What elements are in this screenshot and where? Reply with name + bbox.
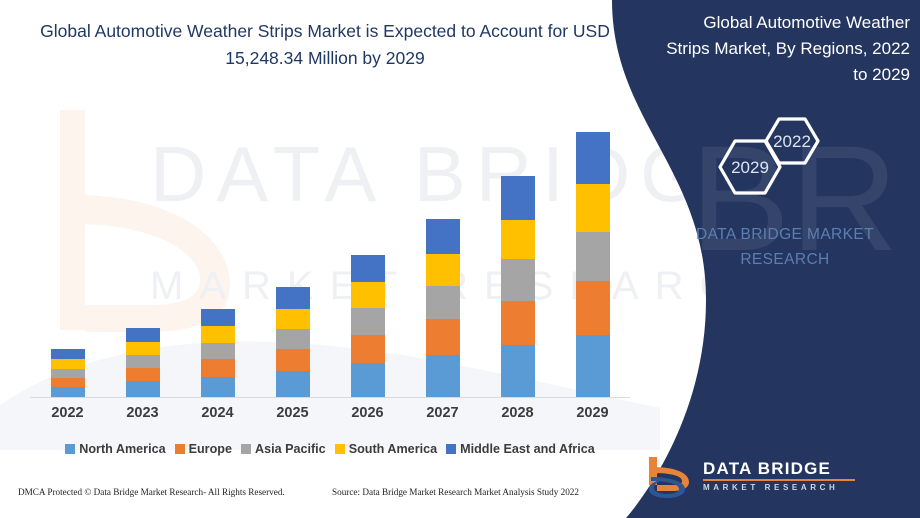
bar-segment [275, 286, 310, 309]
x-tick-2025: 2025 [276, 405, 309, 421]
brand-line-1: DATA BRIDGE MARKET [695, 226, 874, 243]
legend-label: Middle East and Africa [460, 442, 595, 456]
chart-title: Global Automotive Weather Strips Market … [40, 21, 610, 68]
bar-segment [500, 176, 535, 221]
bar-segment [125, 354, 160, 368]
bar-segment [425, 219, 460, 254]
x-tick-2029: 2029 [576, 405, 609, 421]
bar-segment [500, 300, 535, 345]
dbmr-logo-mark-icon [645, 455, 693, 499]
bar-segment [575, 281, 610, 335]
bar-segment [50, 386, 85, 397]
legend-item[interactable]: Europe [174, 442, 232, 456]
bar-segment [50, 359, 85, 369]
bar-segment [500, 259, 535, 301]
legend-item[interactable]: Asia Pacific [240, 442, 326, 456]
bar-2028[interactable] [500, 176, 535, 397]
bar-segment [125, 381, 160, 397]
bar-segment [350, 254, 385, 283]
x-tick-2022: 2022 [51, 405, 84, 421]
chart-legend: North America Europe Asia Pacific South Ame… [30, 442, 630, 456]
footer-copyright: DMCA Protected © Data Bridge Market Rese… [18, 487, 285, 497]
legend-swatch [446, 444, 457, 454]
legend-item[interactable]: North America [65, 442, 166, 456]
bar-segment [575, 231, 610, 282]
bar-2027[interactable] [425, 219, 460, 397]
legend-label: North America [79, 442, 166, 456]
bar-segment [500, 344, 535, 397]
bar-segment [575, 334, 610, 397]
bar-segment [200, 308, 235, 327]
bar-segment [275, 349, 310, 372]
bar-segment [200, 359, 235, 377]
bar-2025[interactable] [275, 286, 310, 397]
dbmr-logo-rule [703, 479, 855, 481]
legend-item[interactable]: Middle East and Africa [446, 442, 595, 456]
dbmr-logo-tagline: MARKET RESEARCH [703, 483, 839, 492]
bar-segment [275, 329, 310, 350]
footer: DMCA Protected © Data Bridge Market Rese… [0, 487, 660, 509]
bar-segment [425, 254, 460, 287]
bar-2024[interactable] [200, 308, 235, 397]
bar-segment [125, 367, 160, 382]
legend-label: Asia Pacific [254, 442, 326, 456]
bar-segment [200, 376, 235, 397]
bar-segment [350, 334, 385, 364]
bar-2026[interactable] [350, 254, 385, 397]
bar-segment [575, 184, 610, 232]
dbmr-logo-name: DATA BRIDGE [703, 459, 832, 478]
bar-segment [425, 319, 460, 355]
bar-2022[interactable] [50, 349, 85, 397]
dbmr-logo-text: DATA BRIDGE MARKET RESEARCH [703, 459, 883, 493]
legend-label: South America [348, 442, 438, 456]
hexagon-2022-label: 2022 [773, 132, 811, 151]
bar-segment [275, 308, 310, 330]
hexagon-2022-shape [764, 117, 820, 165]
bar-segment [200, 326, 235, 343]
bar-segment [500, 220, 535, 260]
hexagon-2029-shape [718, 139, 782, 195]
bar-segment [50, 349, 85, 360]
bar-segment [425, 354, 460, 397]
x-tick-2023: 2023 [126, 405, 159, 421]
watermark-logo-icon [30, 100, 250, 360]
chart-panel: DATA BRIDGE MARKET RESEARCH Global Autom… [0, 21, 774, 509]
legend-swatch [174, 444, 185, 454]
bar-segment [350, 308, 385, 335]
bar-segment [200, 342, 235, 360]
bar-2029[interactable] [575, 132, 610, 397]
bar-segment [125, 342, 160, 355]
legend-label: Europe [188, 442, 232, 456]
legend-item[interactable]: South America [334, 442, 438, 456]
hexagon-badges: 2029 2022 [700, 105, 870, 205]
footer-source: Source: Data Bridge Market Research Mark… [332, 487, 579, 497]
bar-segment [125, 328, 160, 343]
bar-segment [50, 377, 85, 387]
brand-line-2: RESEARCH [740, 251, 830, 268]
legend-swatch [240, 444, 251, 454]
x-tick-2028: 2028 [501, 405, 534, 421]
watermark-swoosh-icon [0, 300, 660, 450]
bar-segment [575, 132, 610, 185]
bar-segment [350, 282, 385, 309]
right-panel-title: Global Automotive Weather Strips Market,… [666, 13, 910, 84]
x-axis-line [30, 397, 630, 398]
bar-segment [50, 368, 85, 378]
bar-segment [425, 286, 460, 320]
right-panel-brand: DATA BRIDGE MARKET RESEARCH [660, 222, 910, 272]
x-tick-2026: 2026 [351, 405, 384, 421]
hexagon-2029-label: 2029 [731, 158, 769, 177]
x-tick-2027: 2027 [426, 405, 459, 421]
legend-swatch [334, 444, 345, 454]
dbmr-logo[interactable]: DATA BRIDGE MARKET RESEARCH [645, 455, 895, 503]
plot-area [30, 110, 630, 398]
bar-segment [275, 371, 310, 397]
x-tick-2024: 2024 [201, 405, 234, 421]
bar-segment [350, 363, 385, 397]
legend-swatch [65, 444, 76, 454]
x-axis-labels: 2022 2023 2024 2025 2026 2027 2028 2029 [30, 405, 630, 429]
bar-2023[interactable] [125, 328, 160, 397]
